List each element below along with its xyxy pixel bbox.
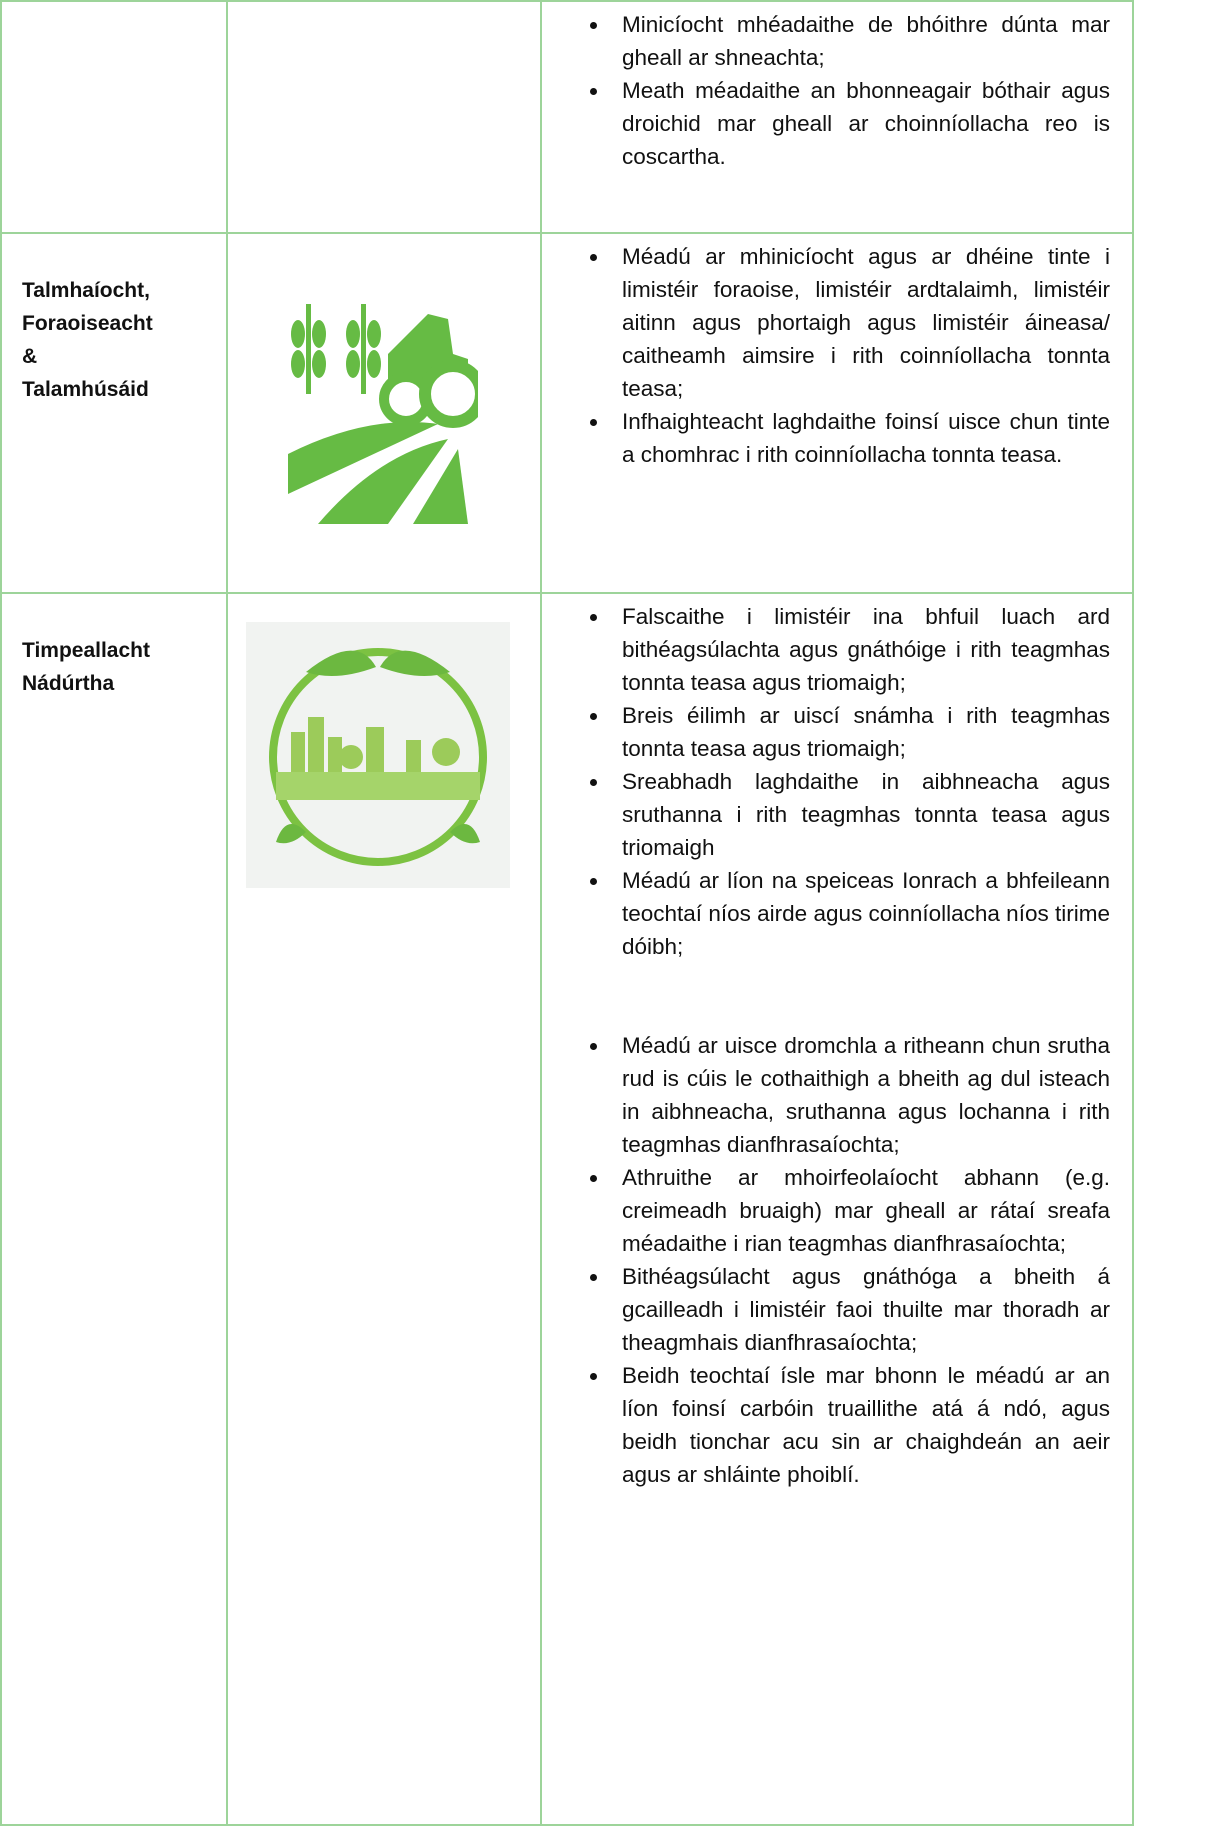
bullet-item: Falscaithe i limistéir ina bhfuil luach … xyxy=(610,600,1110,699)
bullet-item: Meath méadaithe an bhonneagair bóthair a… xyxy=(610,74,1110,173)
bullet-item: Minicíocht mhéadaithe de bhóithre dúnta … xyxy=(610,8,1110,74)
image-cell xyxy=(226,0,542,234)
label-cell: Timpeallacht Nádúrtha xyxy=(0,592,228,1826)
sector-label: Foraoiseacht xyxy=(22,312,153,335)
table: Minicíocht mhéadaithe de bhóithre dúnta … xyxy=(0,0,1134,1826)
label-cell: Talmhaíocht, Foraoiseacht & Talamhúsáid xyxy=(0,232,228,594)
row: Timpeallacht Nádúrtha Falscaithe i limist… xyxy=(0,592,1134,1826)
bullet-list: Minicíocht mhéadaithe de bhóithre dúnta … xyxy=(542,8,1110,173)
text-cell: Méadú ar mhinicíocht agus ar dhéine tint… xyxy=(540,232,1134,594)
label-cell xyxy=(0,0,228,234)
bullet-item: Breis éilimh ar uiscí snámha i rith teag… xyxy=(610,699,1110,765)
bullet-item: Athruithe ar mhoirfeolaíocht abhann (e.g… xyxy=(610,1161,1110,1260)
row: Minicíocht mhéadaithe de bhóithre dúnta … xyxy=(0,0,1134,234)
bullet-item: Méadú ar mhinicíocht agus ar dhéine tint… xyxy=(610,240,1110,405)
bullet-item: Méadú ar líon na speiceas Ionrach a bhfe… xyxy=(610,864,1110,963)
sector-label: Talmhaíocht, xyxy=(22,279,150,302)
bullet-item: Bithéagsúlacht agus gnáthóga a bheith á … xyxy=(610,1260,1110,1359)
bullet-list: Falscaithe i limistéir ina bhfuil luach … xyxy=(542,600,1110,1491)
sector-label: Timpeallacht xyxy=(22,639,150,662)
sector-label: Talamhúsáid xyxy=(22,378,149,401)
bullet-item: Infhaighteacht laghdaithe foinsí uisce c… xyxy=(610,405,1110,471)
sector-label: Nádúrtha xyxy=(22,672,115,695)
row: Talmhaíocht, Foraoiseacht & Talamhúsáid Méa… xyxy=(0,232,1134,594)
environment-icon xyxy=(246,622,510,888)
sector-label: & xyxy=(22,345,38,368)
image-cell xyxy=(226,592,542,1826)
agriculture-icon xyxy=(288,304,487,524)
text-cell: Minicíocht mhéadaithe de bhóithre dúnta … xyxy=(540,0,1134,234)
bullet-item: Beidh teochtaí ísle mar bhonn le méadú a… xyxy=(610,1359,1110,1491)
image-cell xyxy=(226,232,542,594)
bullet-item: Méadú ar uisce dromchla a ritheann chun … xyxy=(610,1029,1110,1161)
bullet-item: Sreabhadh laghdaithe in aibhneacha agus … xyxy=(610,765,1110,864)
text-cell: Falscaithe i limistéir ina bhfuil luach … xyxy=(540,592,1134,1826)
bullet-list: Méadú ar mhinicíocht agus ar dhéine tint… xyxy=(542,240,1110,471)
page: Minicíocht mhéadaithe de bhóithre dúnta … xyxy=(0,0,1231,1706)
